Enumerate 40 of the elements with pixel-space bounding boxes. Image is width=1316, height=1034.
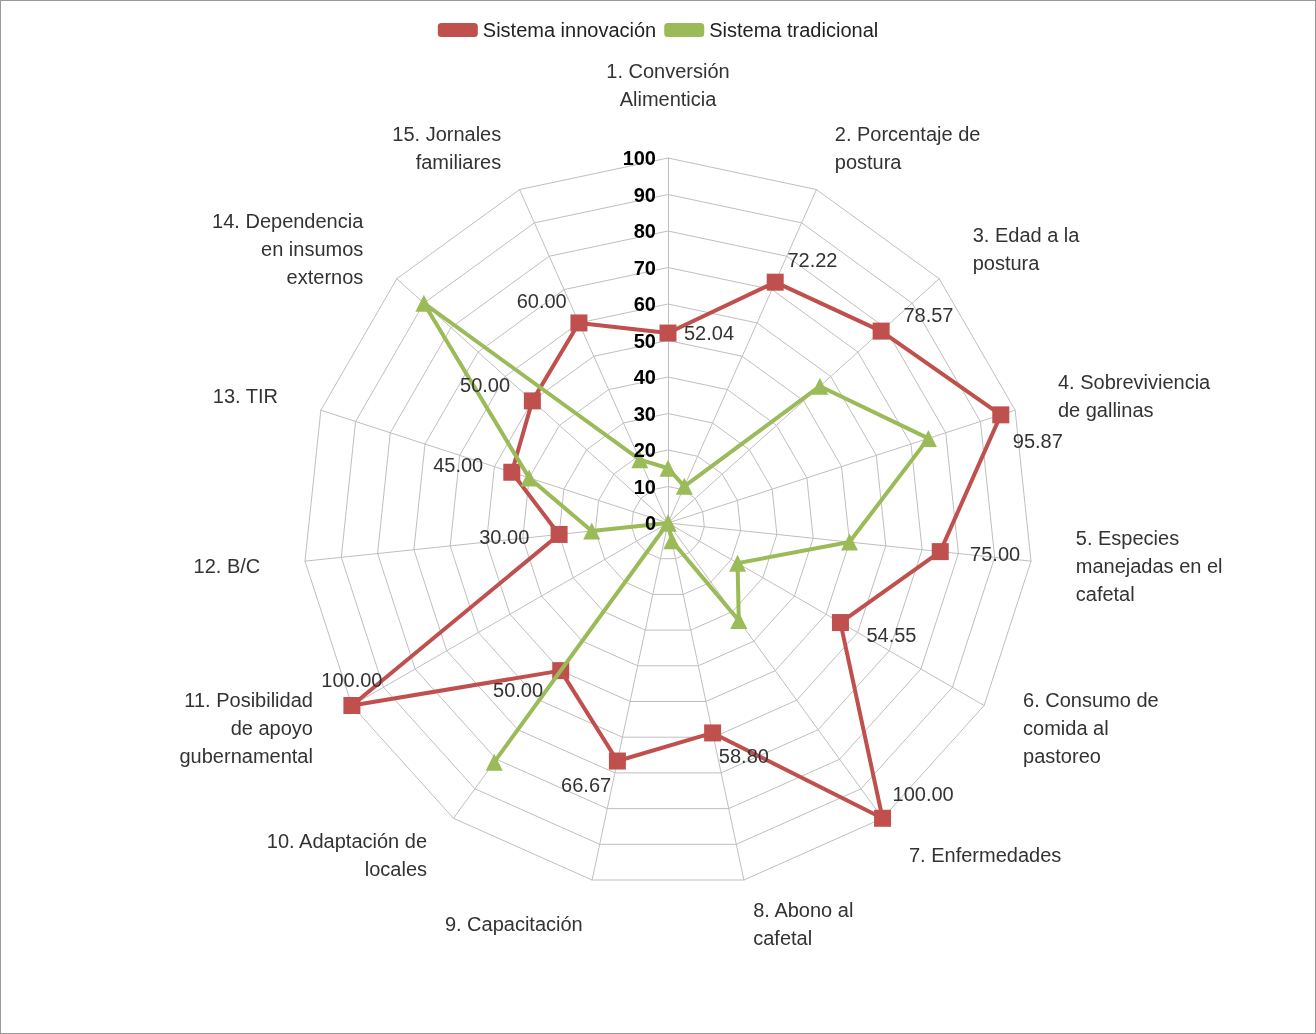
y-tick-label: 20 xyxy=(633,439,656,461)
data-label: 78.57 xyxy=(903,304,954,327)
spoke-label: 7. Enfermedades xyxy=(908,843,1062,866)
y-tick-label: 50 xyxy=(633,329,656,352)
y-tick-label: 90 xyxy=(633,183,656,206)
data-label: 100.00 xyxy=(321,668,383,691)
spoke-label: 4. Sobreviviencia de gallinas xyxy=(1057,371,1212,422)
legend-label: Sistema innovación xyxy=(482,19,657,41)
data-label: 50.00 xyxy=(493,679,544,702)
y-tick-label: 60 xyxy=(633,293,656,315)
data-label: 30.00 xyxy=(479,525,530,548)
spoke-label: 8. Abono al cafetal xyxy=(753,899,854,950)
spoke-label: 9. Capacitación xyxy=(444,913,583,936)
spoke-label: 14. Dependencia en insumos externos xyxy=(212,209,365,288)
spoke-label: 10. Adaptación de locales xyxy=(266,829,428,880)
y-tick-label: 40 xyxy=(633,366,656,388)
spoke-label: 12. B/C xyxy=(193,554,261,577)
data-label: 45.00 xyxy=(433,453,484,476)
data-label: 95.87 xyxy=(1012,429,1063,452)
spoke-label: 2. Porcentaje de postura xyxy=(834,123,981,174)
y-tick-label: 30 xyxy=(633,402,656,425)
y-tick-label: 70 xyxy=(633,256,656,279)
spoke-label: 11. Posibilidad de apoyo gubernamental xyxy=(179,689,313,767)
data-label: 52.04 xyxy=(684,322,735,345)
spoke-label: 1. Conversión Alimenticia xyxy=(606,60,730,110)
data-label: 100.00 xyxy=(892,783,954,806)
data-label: 60.00 xyxy=(516,290,567,313)
data-label: 54.55 xyxy=(866,623,917,646)
data-label: 75.00 xyxy=(970,543,1021,566)
data-label: 72.22 xyxy=(787,249,838,272)
spoke-label: 13. TIR xyxy=(212,385,279,408)
spoke-label: 5. Especies manejadas en el cafetal xyxy=(1075,526,1223,605)
y-tick-label: 10 xyxy=(633,475,656,498)
spoke-label: 3. Edad a la postura xyxy=(972,223,1081,274)
spoke-label: 6. Consumo de comida al pastoreo xyxy=(1023,689,1159,767)
data-label: 66.67 xyxy=(561,773,612,796)
spoke-label: 15. Jornales familiares xyxy=(392,123,502,174)
legend-label: Sistema tradicional xyxy=(709,19,879,41)
y-tick-label: 100 xyxy=(622,147,656,169)
y-tick-label: 80 xyxy=(633,220,656,242)
